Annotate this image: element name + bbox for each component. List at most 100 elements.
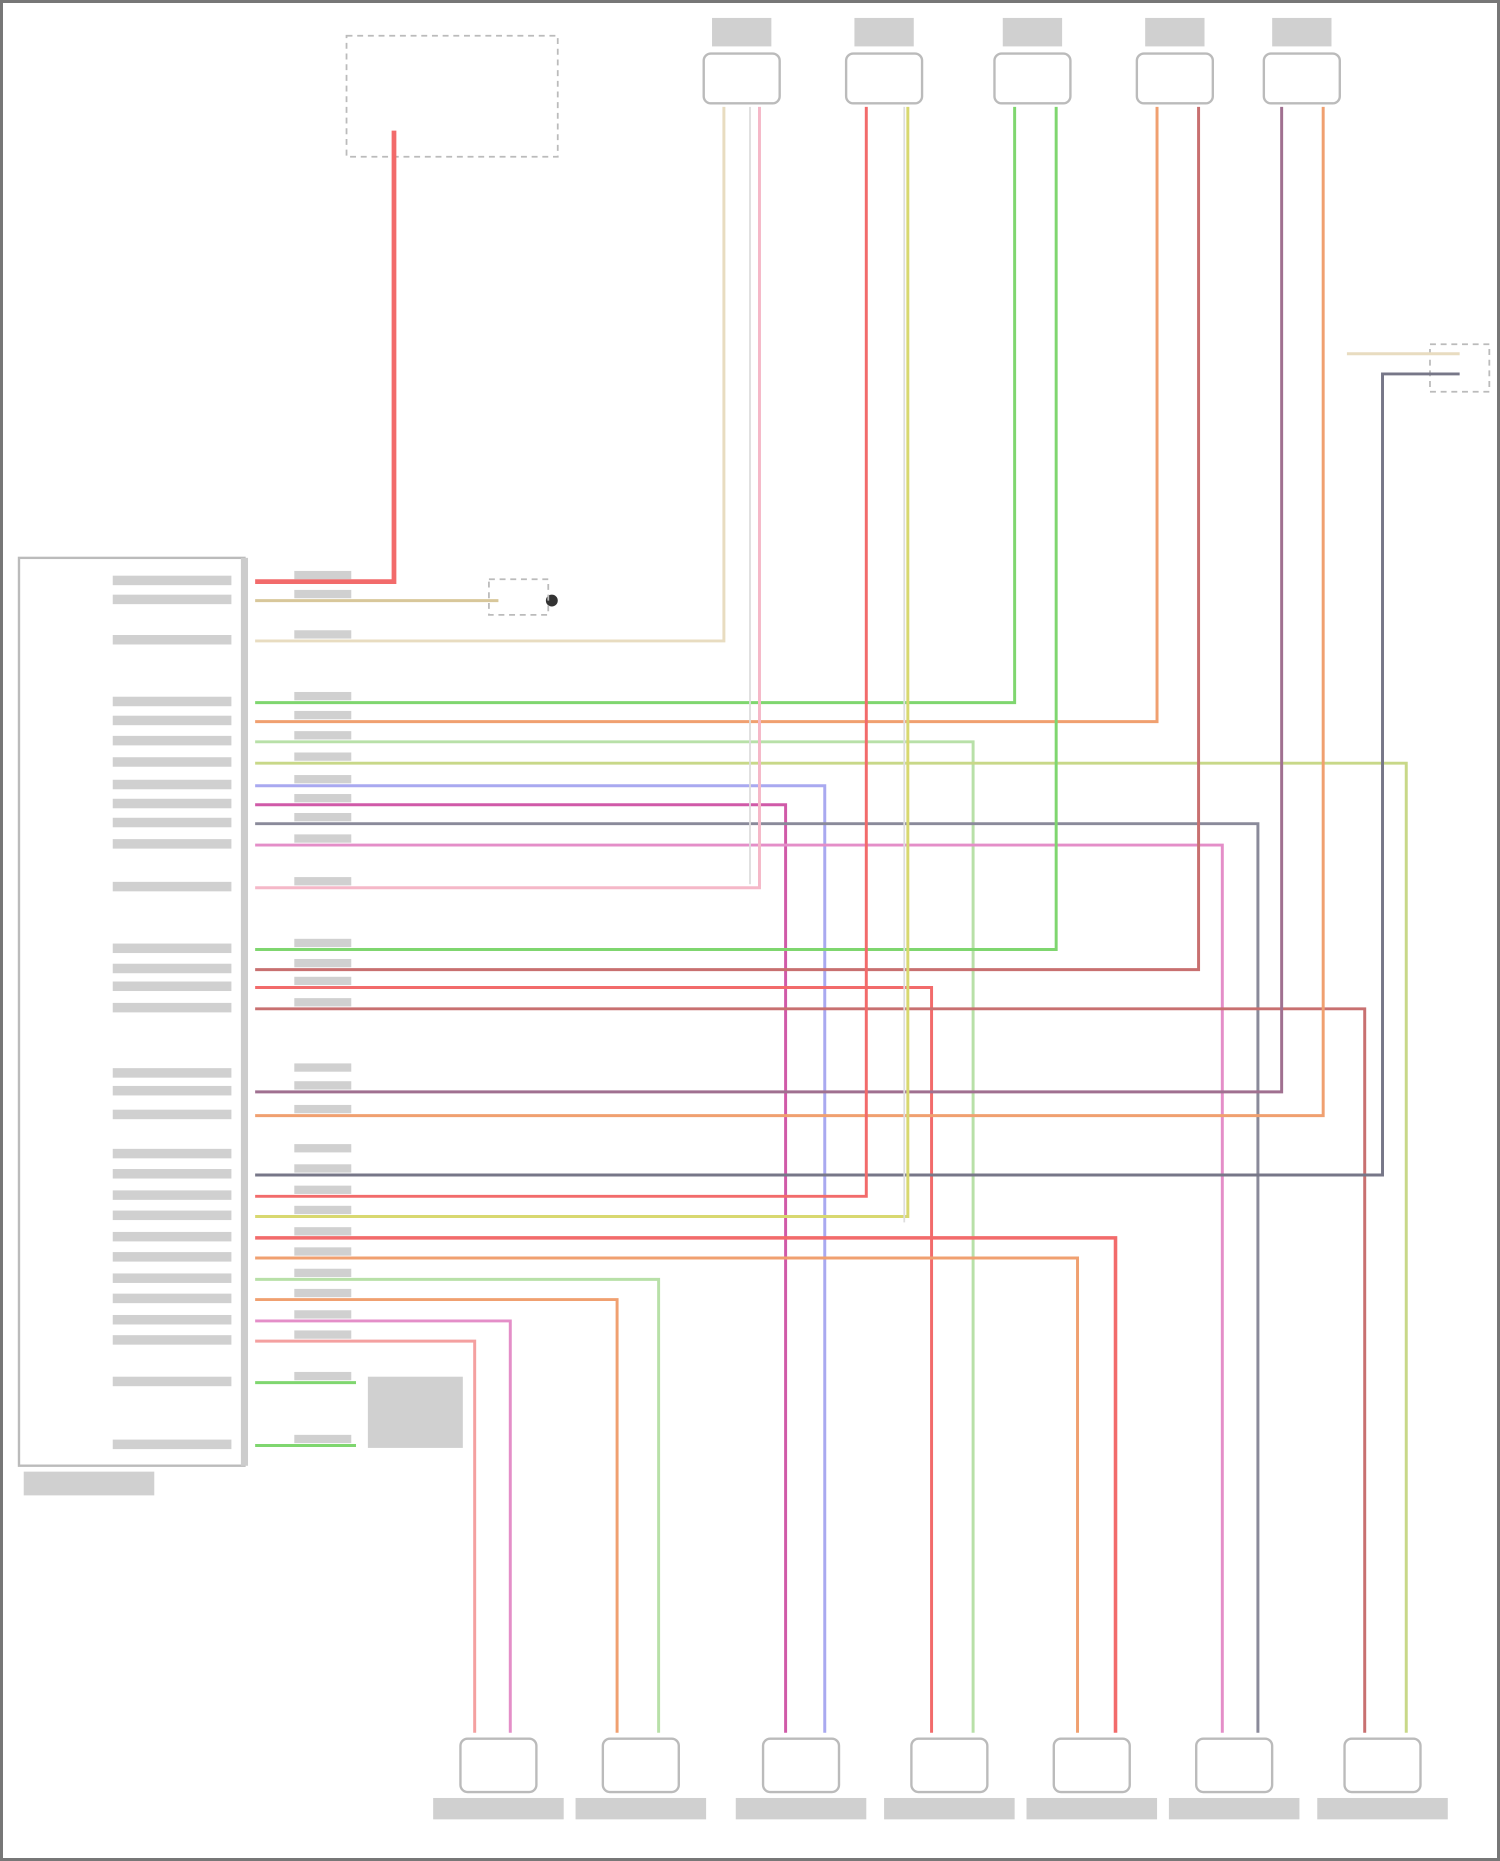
- wire-code-25: [294, 1268, 352, 1278]
- wire-code-23: [294, 1227, 352, 1236]
- wire-code-6: [294, 752, 352, 761]
- wire-code-8: [294, 794, 352, 803]
- pin-label-8: [112, 798, 232, 809]
- module-name-label: [23, 1471, 155, 1496]
- bottom-connector-4: [1052, 1737, 1131, 1794]
- wire-6: [255, 761, 1408, 1733]
- wire-10: [255, 843, 1224, 1733]
- pin-label-14: [112, 981, 232, 992]
- wire-3: [255, 106, 1017, 705]
- wire-24: [255, 1277, 661, 1733]
- wire-25: [255, 1298, 619, 1733]
- wire-code-17: [294, 1081, 352, 1090]
- pin-label-16: [112, 1068, 232, 1078]
- pin-label-27: [112, 1314, 232, 1325]
- wire-code-20: [294, 1164, 352, 1173]
- bottom-connector-2: [761, 1737, 841, 1794]
- bottom-connector-5: [1195, 1737, 1274, 1794]
- wire-code-19: [294, 1144, 352, 1153]
- top-connector-label-4: [1272, 17, 1332, 47]
- top-connector-label-2: [1002, 17, 1063, 47]
- pin-label-19: [112, 1148, 232, 1159]
- pin-label-29: [112, 1376, 232, 1387]
- wire-11: [255, 106, 761, 890]
- pin-label-23: [112, 1231, 232, 1242]
- wire-0: [255, 130, 397, 584]
- pin-label-24: [112, 1252, 232, 1262]
- bottom-connector-1: [601, 1737, 680, 1794]
- wire-12: [255, 106, 1058, 951]
- top-connector-3: [1135, 52, 1215, 105]
- wire-8: [255, 803, 788, 1733]
- ground-splice: [1429, 343, 1491, 393]
- wire-code-9: [294, 813, 352, 822]
- top-connector-label-0: [712, 17, 772, 47]
- pin-label-25: [112, 1273, 232, 1283]
- top-connector-0: [702, 52, 781, 105]
- wire-code-13: [294, 958, 352, 968]
- pin-label-5: [112, 735, 232, 746]
- pin-label-26: [112, 1293, 232, 1304]
- pin-label-2: [112, 635, 232, 645]
- wire-26: [255, 1319, 512, 1733]
- wire-code-27: [294, 1310, 352, 1319]
- wire-code-30: [294, 1434, 352, 1444]
- bottom-connector-label-6: [1317, 1797, 1448, 1820]
- wire-code-16: [294, 1063, 352, 1072]
- bottom-connector-label-5: [1168, 1797, 1300, 1820]
- wire-7: [255, 784, 827, 1733]
- wire-code-0: [294, 570, 352, 580]
- pin-label-18: [112, 1109, 232, 1120]
- top-connector-1: [844, 52, 924, 105]
- bottom-connector-6: [1343, 1737, 1422, 1794]
- wire-16: [255, 106, 1284, 1094]
- pin-label-17: [112, 1085, 232, 1096]
- wire-20: [255, 106, 868, 1198]
- wire-15: [255, 1007, 1367, 1733]
- wire-21: [255, 106, 910, 1218]
- pin-label-4: [112, 715, 232, 726]
- wire-2: [255, 106, 726, 643]
- pin-label-12: [112, 943, 232, 954]
- pin-label-0: [112, 575, 232, 586]
- wire-code-5: [294, 731, 352, 740]
- wire-code-3: [294, 691, 352, 701]
- pin-label-1: [112, 594, 232, 605]
- bottom-connector-label-1: [575, 1797, 707, 1820]
- wire-code-21: [294, 1185, 352, 1194]
- bottom-connector-3: [910, 1737, 989, 1794]
- top-connector-label-1: [854, 17, 914, 47]
- wire-code-15: [294, 998, 352, 1007]
- bottom-connector-label-2: [735, 1797, 867, 1820]
- pin-label-3: [112, 696, 232, 707]
- wire-code-10: [294, 834, 352, 843]
- inline-component: [488, 578, 550, 616]
- pin-label-10: [112, 839, 232, 849]
- wire-5: [255, 740, 975, 1733]
- wire-code-24: [294, 1247, 352, 1256]
- wire-27: [255, 1339, 477, 1733]
- wire-code-29: [294, 1371, 352, 1381]
- bottom-connector-label-4: [1026, 1797, 1158, 1820]
- wire-code-4: [294, 710, 352, 720]
- wire-code-28: [294, 1330, 352, 1339]
- wire-code-26: [294, 1288, 352, 1298]
- pin-label-22: [112, 1210, 232, 1221]
- pin-label-21: [112, 1190, 232, 1200]
- wire-22: [255, 1236, 1118, 1733]
- top-connector-label-3: [1145, 17, 1205, 47]
- top-connector-4: [1262, 52, 1341, 105]
- ground-label: [367, 1376, 463, 1448]
- bottom-connector-0: [459, 1737, 538, 1794]
- fuse-block: [345, 34, 559, 158]
- pin-label-15: [112, 1002, 232, 1013]
- bottom-connector-label-3: [884, 1797, 1015, 1820]
- wire-code-12: [294, 938, 352, 948]
- wire-13: [255, 106, 1201, 972]
- wire-23: [255, 1256, 1080, 1733]
- bottom-connector-label-0: [433, 1797, 564, 1820]
- pin-label-13: [112, 963, 232, 974]
- wire-code-14: [294, 976, 352, 986]
